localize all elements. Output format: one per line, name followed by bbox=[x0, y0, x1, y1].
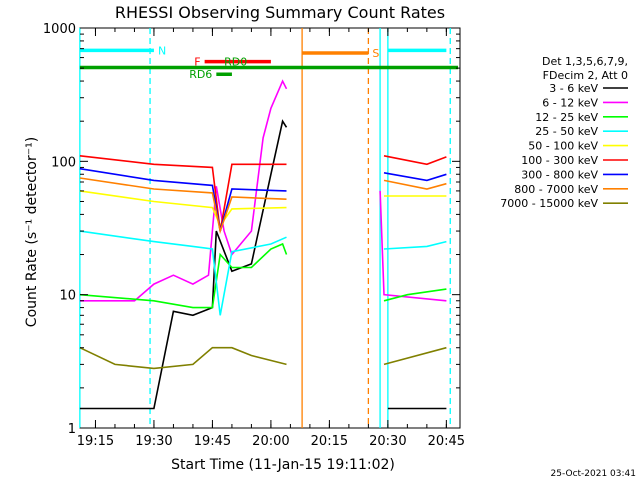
series-line bbox=[383, 172, 447, 182]
annotation-label: S bbox=[372, 47, 379, 60]
annotation-bars: N S F RD0 RD6 bbox=[79, 44, 459, 81]
x-tick-label: 19:45 bbox=[194, 434, 231, 449]
series-line bbox=[379, 190, 447, 302]
annotation-label: RD0 bbox=[224, 56, 247, 69]
series-line bbox=[79, 190, 287, 228]
series-line bbox=[79, 79, 288, 302]
legend-entry-label: 800 - 7000 keV bbox=[514, 183, 598, 196]
chart-title: RHESSI Observing Summary Count Rates bbox=[115, 3, 445, 22]
x-tick-label: 20:45 bbox=[428, 434, 465, 449]
legend: Det 1,3,5,6,7,9,FDecim 2, Att 03 - 6 keV… bbox=[500, 55, 628, 210]
legend-entry-label: 100 - 300 keV bbox=[521, 154, 598, 167]
series-line bbox=[383, 346, 447, 366]
annotation-label: F bbox=[194, 56, 200, 69]
x-tick-label: 20:15 bbox=[311, 434, 348, 449]
y-tick-label: 1 bbox=[68, 422, 76, 437]
series-line bbox=[383, 288, 447, 302]
plot-area bbox=[79, 27, 461, 429]
series-line bbox=[79, 177, 287, 235]
y-tick-label: 100 bbox=[51, 155, 76, 170]
legend-entry-label: 25 - 50 keV bbox=[535, 125, 598, 138]
legend-header: Det 1,3,5,6,7,9, bbox=[542, 55, 628, 68]
x-tick-label: 20:00 bbox=[252, 434, 289, 449]
axes: 19:15 19:30 19:45 20:00 20:15 20:30 20:45 1 10 10… bbox=[43, 22, 465, 449]
x-axis-label: Start Time (11-Jan-15 19:11:02) bbox=[171, 457, 395, 473]
annotation-label: N bbox=[158, 44, 166, 57]
series-line bbox=[383, 179, 447, 190]
y-tick-label: 1000 bbox=[43, 22, 76, 37]
series-lines bbox=[79, 79, 447, 410]
series-line bbox=[79, 242, 288, 309]
vertical-markers bbox=[79, 28, 451, 428]
legend-header: FDecim 2, Att 0 bbox=[543, 69, 628, 82]
series-line bbox=[79, 155, 287, 232]
series-line bbox=[383, 155, 447, 166]
y-axis-label: Count Rate (s⁻¹ detector⁻¹) bbox=[24, 137, 40, 327]
legend-entry-label: 3 - 6 keV bbox=[549, 82, 598, 95]
x-tick-label: 20:30 bbox=[369, 434, 406, 449]
timestamp: 25-Oct-2021 03:41 bbox=[551, 469, 636, 479]
x-tick-label: 19:30 bbox=[135, 434, 172, 449]
series-line bbox=[79, 346, 287, 370]
series-line bbox=[79, 119, 288, 410]
legend-entry-label: 7000 - 15000 keV bbox=[500, 197, 598, 210]
annotation-label: RD6 bbox=[189, 68, 212, 81]
legend-entry-label: 300 - 800 keV bbox=[521, 168, 598, 181]
series-line bbox=[383, 240, 447, 250]
legend-entry-label: 6 - 12 keV bbox=[542, 96, 598, 109]
y-tick-label: 10 bbox=[59, 289, 76, 304]
legend-entry-label: 50 - 100 keV bbox=[528, 140, 598, 153]
series-line bbox=[79, 230, 287, 316]
legend-entry-label: 12 - 25 keV bbox=[535, 111, 598, 124]
x-tick-label: 19:15 bbox=[77, 434, 114, 449]
